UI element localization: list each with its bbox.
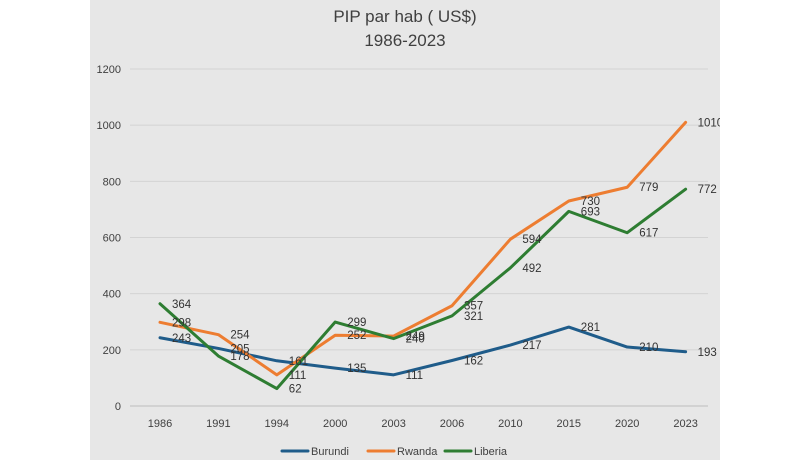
y-tick-label: 800	[103, 176, 121, 188]
data-label: 240	[406, 334, 425, 346]
data-label: 243	[172, 333, 191, 345]
data-label: 772	[698, 184, 717, 196]
data-label: 730	[581, 196, 600, 208]
data-label: 252	[347, 330, 366, 342]
x-tick-label: 2020	[615, 418, 639, 430]
data-label: 254	[230, 330, 250, 342]
x-tick-label: 2003	[381, 418, 405, 430]
x-tick-label: 2015	[557, 418, 581, 430]
data-label: 693	[581, 206, 600, 218]
data-label: 62	[289, 384, 302, 396]
data-label: 162	[464, 356, 483, 368]
y-tick-label: 1000	[97, 120, 121, 132]
chart-subtitle: 1986-2023	[364, 31, 445, 50]
legend-label: Burundi	[311, 446, 349, 458]
y-tick-label: 1200	[97, 64, 121, 76]
data-label: 1010	[698, 117, 720, 129]
data-label: 135	[347, 363, 366, 375]
data-label: 161	[289, 356, 308, 368]
y-tick-label: 600	[103, 233, 121, 245]
series-line-liberia	[158, 187, 688, 391]
data-label: 281	[581, 322, 600, 334]
data-label: 364	[172, 299, 192, 311]
data-label: 178	[230, 351, 249, 363]
data-label: 217	[522, 340, 541, 352]
data-label: 210	[639, 342, 658, 354]
legend-label: Rwanda	[397, 446, 438, 458]
data-label: 779	[639, 182, 658, 194]
y-tick-label: 200	[103, 345, 121, 357]
x-axis-ticks: 1986 1991 1994 2000 2003 2006 2010 2015 2020 2023	[148, 418, 698, 430]
data-label: 298	[172, 317, 191, 329]
data-label: 111	[406, 370, 423, 382]
chart-title: PIP par hab ( US$)	[333, 7, 476, 26]
x-tick-label: 1986	[148, 418, 172, 430]
data-label: 249	[406, 331, 425, 343]
series-line-rwanda	[158, 120, 688, 377]
data-label: 594	[522, 234, 542, 246]
x-tick-label: 2006	[440, 418, 464, 430]
series-lines	[158, 120, 688, 391]
line-chart: PIP par hab ( US$) 1986-2023 0 200 400 600 8…	[97, 7, 720, 458]
data-label: 357	[464, 301, 483, 313]
chart-panel: PIP par hab ( US$) 1986-2023 0 200 400 600 8…	[90, 0, 720, 460]
y-tick-label: 400	[103, 289, 121, 301]
legend: Burundi Rwanda Liberia	[280, 446, 508, 458]
legend-label: Liberia	[474, 446, 508, 458]
x-tick-label: 2010	[498, 418, 522, 430]
x-tick-label: 1994	[265, 418, 289, 430]
data-label: 492	[522, 263, 541, 275]
data-label: 321	[464, 311, 483, 323]
y-axis-ticks: 0 200 400 600 800 1000 1200	[97, 64, 121, 413]
x-tick-label: 1991	[206, 418, 230, 430]
data-labels: 243 205 161 135 111 162 217 281 210 193 298 254 111 2…	[172, 117, 720, 395]
data-label: 617	[639, 228, 658, 240]
data-label: 205	[230, 343, 249, 355]
data-label: 111	[289, 370, 306, 382]
y-tick-label: 0	[115, 401, 121, 413]
data-label: 193	[698, 347, 717, 359]
data-label: 299	[347, 317, 366, 329]
x-tick-label: 2000	[323, 418, 347, 430]
x-tick-label: 2023	[673, 418, 697, 430]
